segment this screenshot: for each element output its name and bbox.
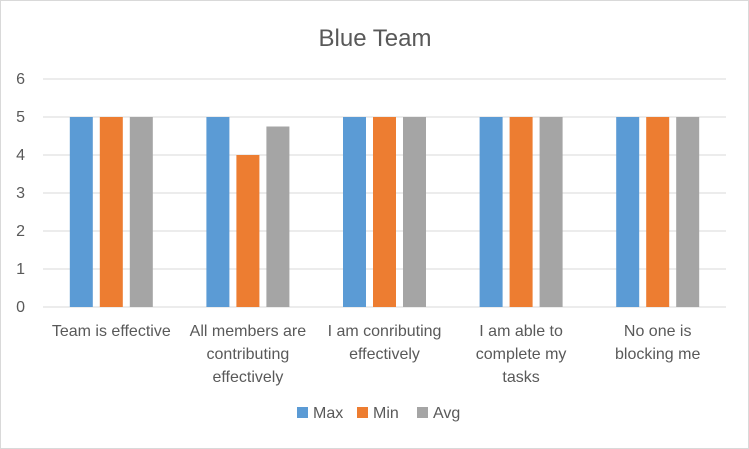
bar-min	[646, 117, 670, 307]
legend-label-min: Min	[373, 405, 399, 422]
bar-min	[99, 117, 123, 307]
bar-avg	[539, 117, 563, 307]
legend-swatch-max	[297, 407, 308, 418]
y-tick-label: 6	[16, 71, 25, 88]
legend-swatch-avg	[417, 407, 428, 418]
bar-min	[509, 117, 533, 307]
x-category-label: I am conributing effectively	[328, 323, 442, 363]
bar-max	[343, 117, 366, 307]
bar-avg	[676, 117, 700, 307]
bar-avg	[403, 117, 426, 307]
bars	[69, 117, 700, 307]
bar-max	[206, 117, 230, 307]
x-category-label: All members are contributing effectively	[190, 323, 307, 386]
chart-title: Blue Team	[319, 25, 432, 52]
y-tick-label: 2	[16, 223, 25, 240]
legend: Max Min Avg	[297, 405, 460, 422]
bar-max	[69, 117, 93, 307]
legend-label-avg: Avg	[433, 405, 460, 422]
legend-swatch-min	[357, 407, 368, 418]
bar-min	[373, 117, 396, 307]
bar-avg	[266, 126, 290, 307]
bar-max	[616, 117, 640, 307]
y-axis-ticks: 0 1 2 3 4 5 6	[16, 71, 25, 316]
x-category-label: Team is effective	[52, 323, 171, 340]
y-tick-label: 3	[16, 185, 25, 202]
y-tick-label: 1	[16, 261, 25, 278]
bar-max	[479, 117, 503, 307]
y-tick-label: 4	[16, 147, 25, 164]
x-axis-labels: Team is effective All members are contribu…	[52, 323, 701, 386]
bar-avg	[129, 117, 153, 307]
x-category-label: I am able to complete my tasks	[476, 323, 567, 386]
bar-min	[236, 155, 260, 307]
y-tick-label: 0	[16, 299, 25, 316]
y-tick-label: 5	[16, 109, 25, 126]
legend-label-max: Max	[313, 405, 343, 422]
x-category-label: No one is blocking me	[615, 323, 700, 363]
